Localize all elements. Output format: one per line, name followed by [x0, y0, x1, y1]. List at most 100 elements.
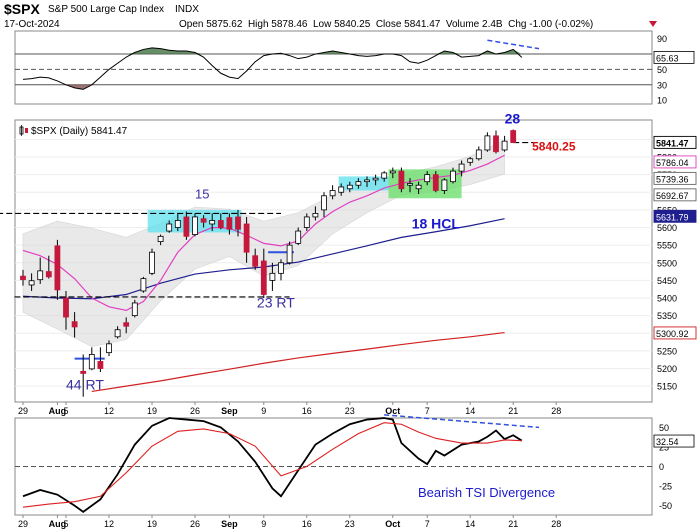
price-candle-body: [415, 184, 422, 190]
price-candle: [475, 146, 482, 161]
price-candle: [20, 269, 26, 286]
price-candle: [166, 220, 173, 233]
price-candle-body: [338, 186, 345, 193]
price-candle-body: [312, 213, 319, 218]
price-annotation: 15: [195, 186, 209, 201]
price-candle-body: [475, 149, 482, 160]
price-candle-body: [321, 195, 327, 211]
price-candle-body: [372, 177, 379, 181]
price-candle-body: [286, 244, 293, 264]
price-candle: [510, 129, 517, 143]
price-axis-value-text: 5841.47: [656, 138, 689, 148]
price-candle-body: [20, 275, 26, 281]
price-candle: [355, 178, 362, 189]
price-axis-value-text: 5739.36: [656, 174, 689, 184]
price-candle: [441, 178, 448, 195]
tsi-x-label: 14: [465, 519, 475, 529]
price-candle-body: [484, 135, 491, 151]
price-axis-value-label: 5692.67: [653, 188, 697, 202]
price-tick-label: 5200: [657, 364, 677, 374]
tsi-tick-label: -50: [659, 501, 672, 511]
price-candle: [235, 209, 241, 237]
price-candle: [114, 326, 121, 339]
price-candle-body: [467, 158, 474, 163]
price-tick-label: 5600: [657, 223, 677, 233]
price-candle-body: [269, 272, 276, 281]
price-axis-value-label: 5739.36: [653, 171, 697, 185]
price-axis-value-text: 5786.04: [656, 158, 689, 168]
symbol: $SPX: [4, 1, 40, 17]
price-candle-body: [450, 170, 456, 183]
price-axis-value-text: 5692.67: [656, 191, 689, 201]
price-candle: [467, 157, 474, 166]
price-axis-value-box: [653, 135, 697, 149]
price-candle: [28, 273, 35, 291]
price-candle-body: [37, 270, 44, 281]
tsi-x-label: 26: [190, 519, 200, 529]
price-tick-label: 5350: [657, 311, 677, 321]
price-candle: [484, 132, 491, 152]
price-candle-body: [389, 170, 396, 174]
price-candle-body: [329, 190, 336, 197]
price-tick-label: 5450: [657, 276, 677, 286]
price-axis-value-box: [653, 188, 697, 202]
price-candle: [226, 213, 233, 235]
price-candle: [432, 171, 439, 193]
price-candle-body: [441, 179, 448, 191]
price-x-label: 29: [18, 406, 28, 416]
price-candle: [217, 213, 224, 230]
price-candle-body: [303, 216, 310, 228]
price-candle-body: [226, 217, 233, 230]
price-candle-body: [200, 218, 207, 223]
price-x-label: 26: [190, 406, 200, 416]
rsi-panel: 907050301065.63: [14, 30, 695, 106]
price-x-label: 21: [508, 406, 518, 416]
price-candle-body: [80, 370, 87, 374]
price-candle-body: [149, 251, 155, 274]
price-candle-body: [174, 220, 181, 228]
tsi-x-label: 23: [345, 519, 355, 529]
tsi-x-label: 9: [261, 519, 266, 529]
price-candle-body: [157, 235, 164, 243]
price-candle-body: [260, 260, 267, 295]
price-candle: [54, 239, 61, 300]
price-candle-body: [424, 174, 431, 183]
price-candle-body: [278, 262, 284, 274]
price-candle-body: [54, 245, 61, 291]
price-candle: [37, 257, 44, 284]
price-candle: [252, 248, 259, 270]
price-candle: [243, 216, 250, 263]
instrument-name: S&P 500 Large Cap Index: [48, 4, 164, 15]
tsi-x-label: Sep: [221, 519, 238, 529]
rsi-tick-label: 50: [657, 65, 667, 75]
price-axis-value-label: 5631.79: [653, 209, 697, 223]
price-x-label: 16: [302, 406, 312, 416]
price-annotation: 28: [505, 111, 521, 127]
price-candle: [415, 181, 422, 195]
price-annotation: 18 HCL: [412, 216, 461, 232]
rsi-tick-label: 30: [657, 80, 667, 90]
price-candle: [174, 213, 181, 232]
rsi-last-value-box: [653, 51, 695, 64]
price-candle-body: [364, 179, 370, 183]
tsi-signal-line: [22, 422, 522, 508]
price-panel: 28 5840.25 15 18 HCL 23 RT 44 RT 5150 5200 5250…: [0, 111, 697, 416]
price-axis-value-text: 5300.92: [656, 329, 689, 339]
tsi-x-label: 12: [104, 519, 114, 529]
price-candle-body: [295, 230, 302, 244]
price-candle: [80, 354, 87, 397]
price-axis-value-label: 5786.04: [653, 155, 697, 169]
price-candle-body: [432, 174, 439, 191]
price-tick-label: 5400: [657, 294, 677, 304]
price-candle: [312, 206, 319, 221]
price-candle: [140, 276, 147, 293]
price-candle: [321, 192, 327, 217]
price-candle-body: [88, 354, 95, 370]
price-annotation: 5840.25: [532, 140, 576, 154]
price-candle-body: [106, 343, 112, 354]
price-candle-body: [458, 163, 465, 172]
price-candle: [123, 317, 130, 334]
price-candle: [63, 290, 69, 330]
